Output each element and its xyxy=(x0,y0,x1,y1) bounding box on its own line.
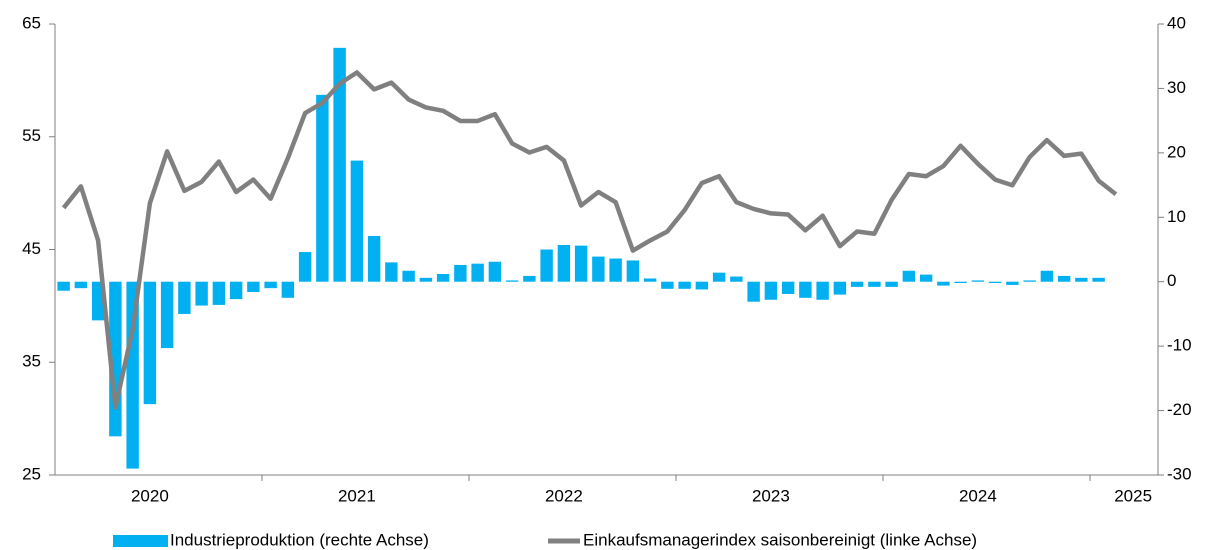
x-tick-label: 2023 xyxy=(752,486,790,505)
bar xyxy=(143,281,157,405)
bar xyxy=(799,281,812,298)
bar xyxy=(833,281,847,295)
bar xyxy=(816,281,829,300)
x-tick-label: 2025 xyxy=(1114,486,1152,505)
bar xyxy=(126,281,139,469)
bar xyxy=(367,235,381,282)
bar xyxy=(505,280,519,282)
bar xyxy=(919,274,933,282)
bar xyxy=(160,281,174,349)
bar xyxy=(1057,275,1071,282)
bar xyxy=(195,281,208,306)
bar xyxy=(471,263,484,282)
y2-tick-label: 30 xyxy=(1167,78,1186,97)
line xyxy=(61,70,1118,410)
bar xyxy=(178,281,191,314)
bar xyxy=(229,281,243,300)
bar xyxy=(626,260,640,282)
bar xyxy=(333,47,346,282)
bar xyxy=(454,264,467,282)
bar xyxy=(1006,281,1019,285)
bar xyxy=(385,262,398,282)
y2-tick-label: -30 xyxy=(1167,464,1192,483)
y2-tick-label: 20 xyxy=(1167,142,1186,161)
x-tick-label: 2022 xyxy=(545,486,583,505)
y-tick-label: 55 xyxy=(22,126,41,145)
bar xyxy=(937,281,950,286)
bar xyxy=(643,278,657,282)
bar xyxy=(1023,280,1036,282)
bar xyxy=(419,277,433,282)
bar xyxy=(557,244,571,282)
bar xyxy=(609,258,622,282)
bar xyxy=(523,275,536,282)
legend-label: Einkaufsmanagerindex saisonbereinigt (li… xyxy=(583,530,977,549)
bar xyxy=(1040,270,1054,282)
y2-tick-label: 0 xyxy=(1167,271,1176,290)
bar xyxy=(747,281,760,302)
bar xyxy=(402,270,415,282)
legend-swatch xyxy=(113,535,168,547)
x-tick-label: 2024 xyxy=(959,486,997,505)
bar xyxy=(350,160,364,282)
bar xyxy=(678,281,691,289)
bar xyxy=(298,252,312,282)
y2-tick-label: 10 xyxy=(1167,207,1186,226)
bar xyxy=(212,281,226,305)
bar xyxy=(902,270,916,282)
y2-tick-label: -20 xyxy=(1167,400,1192,419)
bar xyxy=(661,281,674,289)
bar xyxy=(971,280,985,282)
x-tick-label: 2020 xyxy=(131,486,169,505)
bar xyxy=(850,281,864,287)
bar xyxy=(74,281,88,289)
bar xyxy=(316,94,329,282)
bar xyxy=(730,276,743,282)
bar xyxy=(264,281,277,289)
bar xyxy=(1075,277,1088,282)
bar xyxy=(436,273,450,282)
bar xyxy=(57,281,70,291)
bar xyxy=(281,281,295,298)
y-tick-label: 35 xyxy=(22,352,41,371)
y-tick-label: 25 xyxy=(22,464,41,483)
bar xyxy=(540,249,553,282)
y2-tick-label: 40 xyxy=(1167,13,1186,32)
bar xyxy=(574,245,588,282)
bar xyxy=(764,281,778,300)
bar xyxy=(592,256,605,282)
bar xyxy=(781,281,795,294)
y-tick-label: 45 xyxy=(22,239,41,258)
y2-tick-label: -10 xyxy=(1167,336,1192,355)
bar xyxy=(885,281,898,287)
y-tick-label: 65 xyxy=(22,13,41,32)
legend-label: Industrieproduktion (rechte Achse) xyxy=(170,530,429,549)
bar xyxy=(1092,277,1105,282)
bar xyxy=(247,281,260,293)
bar xyxy=(488,261,502,282)
bar xyxy=(868,281,881,287)
x-tick-label: 2021 xyxy=(338,486,376,505)
bar xyxy=(712,272,726,282)
bar xyxy=(695,281,709,290)
bar xyxy=(988,281,1002,284)
bar xyxy=(954,281,967,284)
